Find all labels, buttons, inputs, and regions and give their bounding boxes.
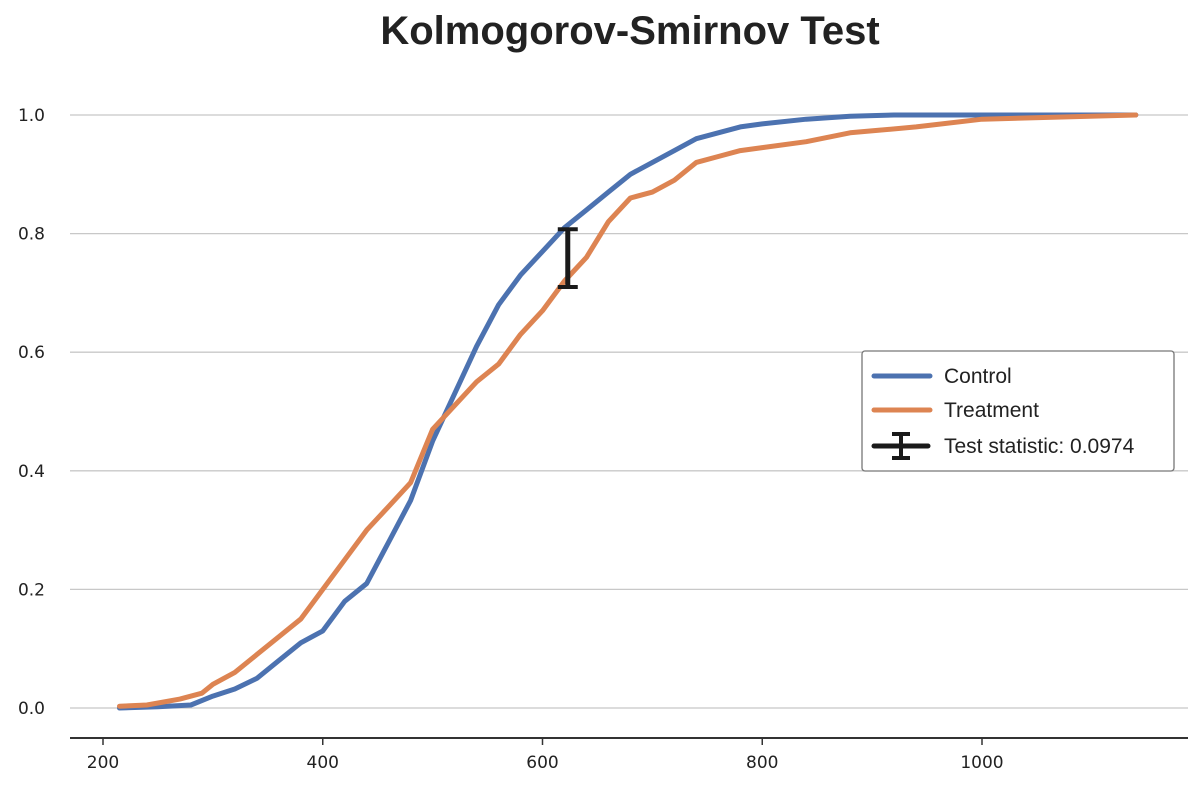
series-layer [117, 112, 1139, 711]
y-tick-label: 0.0 [18, 699, 45, 719]
y-tick-label: 1.0 [18, 106, 45, 126]
legend-box [861, 350, 1175, 472]
legend-label-treatment: Treatment [944, 399, 1039, 422]
x-tick-label: 800 [746, 753, 778, 773]
chart-title: Kolmogorov-Smirnov Test [380, 9, 879, 53]
y-tick-label: 0.6 [18, 343, 45, 363]
x-tick-label: 600 [526, 753, 558, 773]
series-line-control [117, 112, 1139, 711]
legend-label-control: Control [944, 365, 1012, 388]
x-axis: 200 400 600 800 1000 [70, 737, 1188, 773]
series-line-treatment [117, 112, 1139, 709]
test-statistic-marker [557, 227, 578, 289]
x-tick-label: 400 [307, 753, 339, 773]
y-tick-label: 0.8 [18, 225, 45, 245]
legend: Control Treatment Test statistic: 0.0974 [861, 350, 1175, 472]
grid-lines [70, 114, 1188, 709]
y-axis: 0.0 0.2 0.4 0.6 0.8 1.0 [18, 106, 45, 719]
legend-swatch-statistic [871, 432, 931, 460]
x-tick-label: 200 [87, 753, 119, 773]
x-tick-label: 1000 [960, 753, 1003, 773]
legend-label-statistic: Test statistic: 0.0974 [944, 435, 1135, 458]
y-tick-label: 0.4 [18, 462, 45, 482]
y-tick-label: 0.2 [18, 580, 45, 600]
